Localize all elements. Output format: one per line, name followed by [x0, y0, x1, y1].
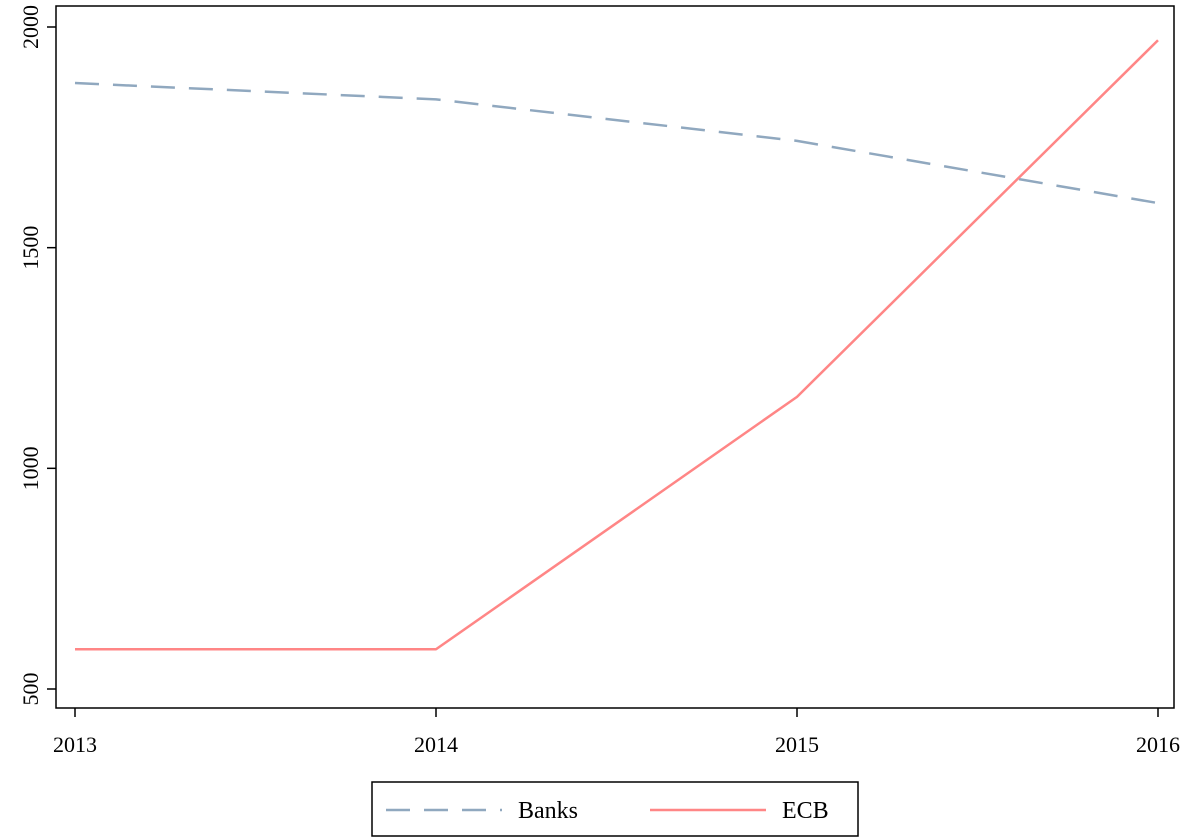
y-tick-label: 1500 — [18, 226, 43, 270]
x-axis: 2013 2014 2015 2016 — [53, 708, 1180, 757]
legend-box — [371, 781, 859, 837]
y-tick-label: 1000 — [18, 446, 43, 490]
legend-label-ecb: ECB — [782, 798, 829, 824]
y-tick-label: 500 — [18, 673, 43, 706]
series-line-banks — [74, 81, 1159, 205]
series-line-ecb — [75, 39, 1159, 651]
legend: Banks ECB — [371, 781, 859, 837]
plot-frame — [55, 5, 1175, 709]
x-tick-label: 2014 — [414, 732, 458, 757]
x-tick-label: 2015 — [775, 732, 819, 757]
x-tick-label: 2013 — [53, 732, 97, 757]
y-tick-label: 2000 — [18, 5, 43, 49]
x-tick-label: 2016 — [1136, 732, 1180, 757]
y-axis: 500 1000 1500 2000 — [18, 5, 56, 706]
series-lines — [74, 39, 1159, 651]
legend-label-banks: Banks — [518, 798, 578, 824]
